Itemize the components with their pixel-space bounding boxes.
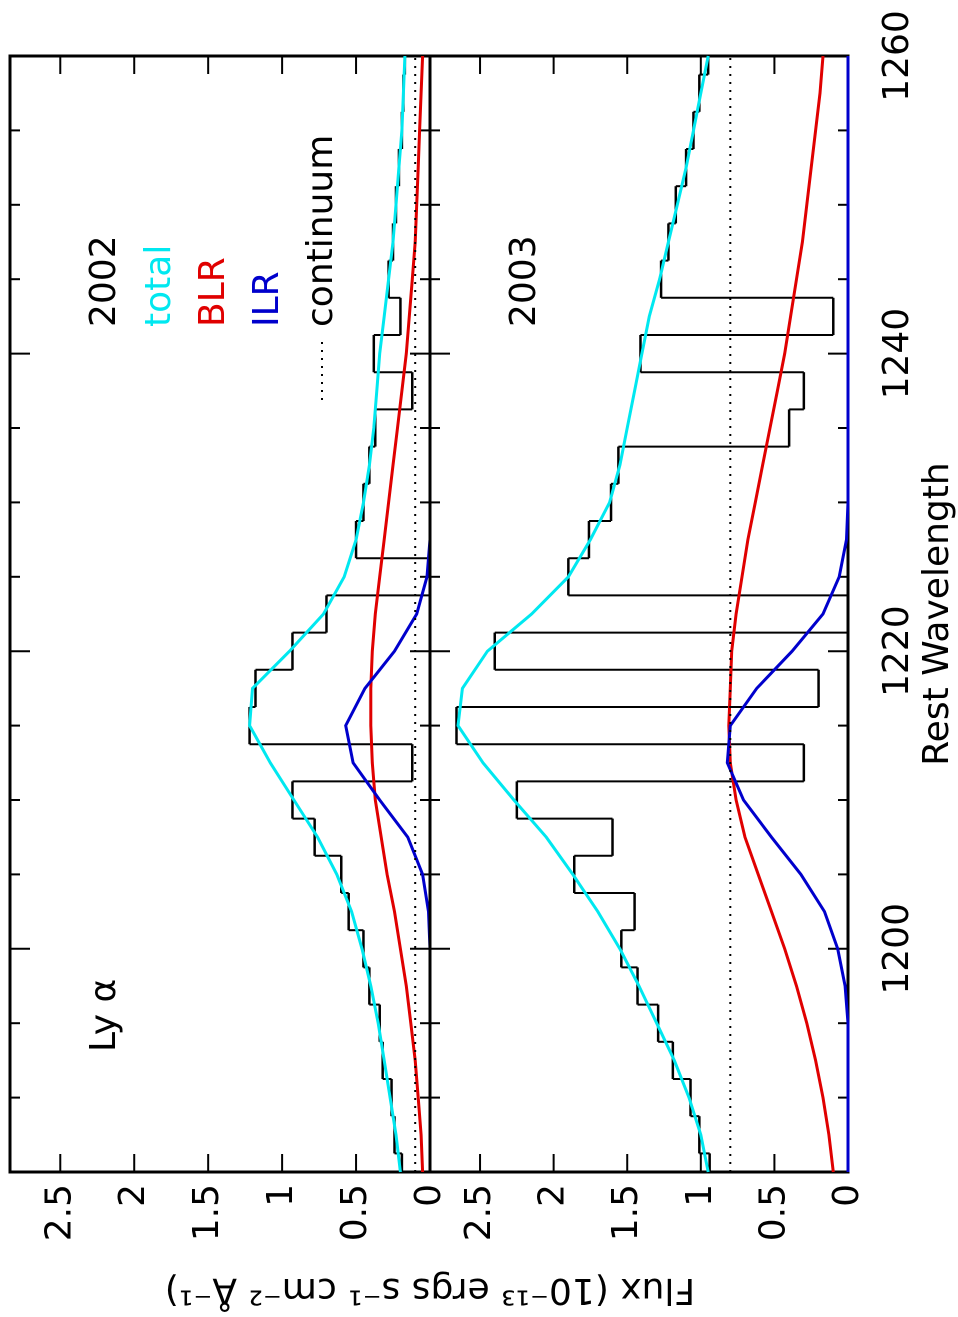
y-tick-label: 2 [532,1184,573,1207]
rotated-plot: 0 0.5 1 1.5 2 2.5 2002 Ly α total BLR ILR continuum… [8,10,957,1313]
y-tick-label: 0 [408,1184,449,1207]
model-curve [456,55,710,1173]
y-tick-label: 1.5 [605,1184,646,1241]
x-tick-label: 1200 [876,903,917,995]
x-tick-label: 1260 [876,10,917,102]
model-curve [248,55,407,1173]
legend-label: ILR [246,271,287,327]
model-curve [725,56,850,1172]
y-tick-label: 0 [826,1184,867,1207]
panel-title: 2003 [503,235,544,327]
x-axis-label: Rest Wavelength [916,462,957,765]
x-tick-label: 1220 [876,605,917,697]
y-tick-label: 2.5 [38,1184,79,1241]
y-tick-label: 1 [260,1184,301,1207]
x-tick-label: 1240 [876,308,917,400]
y-tick-label: 1.5 [186,1184,227,1241]
legend-label: continuum [300,135,341,327]
y-tick-label: 0.5 [334,1184,375,1241]
legend-label: BLR [192,257,233,327]
legend-label: total [138,245,179,327]
y-tick-label: 0.5 [752,1184,793,1241]
y-tick-label: 2.5 [458,1184,499,1241]
y-tick-label: 2 [112,1184,153,1207]
panel-title: 2002 [83,235,124,327]
y-tick-label: 1 [679,1184,720,1207]
y-axis-label: Flux (10⁻¹³ ergs s⁻¹ cm⁻² Å⁻¹) [165,1270,695,1313]
model-curve [727,55,835,1173]
panel-frame [8,54,432,1174]
panel-annotation: Ly α [83,979,124,1052]
